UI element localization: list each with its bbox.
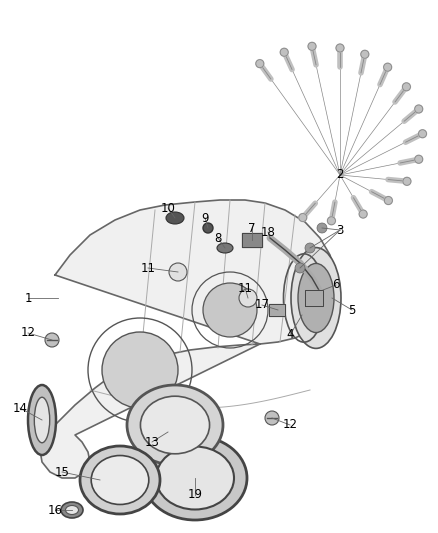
Circle shape [169,263,187,281]
Text: 13: 13 [145,435,159,448]
Ellipse shape [80,446,160,514]
Bar [269,304,285,316]
Text: 11: 11 [141,262,155,274]
Ellipse shape [66,505,78,514]
Circle shape [203,283,257,337]
Circle shape [239,289,257,307]
Circle shape [295,263,305,273]
Circle shape [45,333,59,347]
Ellipse shape [217,243,233,253]
Text: 3: 3 [336,223,344,237]
Ellipse shape [291,248,341,349]
Bar [305,290,323,306]
Text: 12: 12 [21,327,35,340]
Ellipse shape [127,385,223,465]
Ellipse shape [28,385,56,455]
Bar [242,233,262,247]
Circle shape [419,130,427,138]
Ellipse shape [298,263,334,333]
Circle shape [415,155,423,163]
Circle shape [317,223,327,233]
Text: 1: 1 [24,292,32,304]
Circle shape [415,105,423,113]
Circle shape [265,411,279,425]
Circle shape [299,214,307,222]
Circle shape [361,50,369,58]
Ellipse shape [166,212,184,224]
Circle shape [256,60,264,68]
Circle shape [308,42,316,50]
Circle shape [203,223,213,233]
Text: 14: 14 [13,401,28,415]
Polygon shape [40,200,335,478]
Ellipse shape [141,396,209,454]
Text: 15: 15 [55,465,70,479]
Text: 8: 8 [214,231,222,245]
Circle shape [403,177,411,185]
Circle shape [403,83,410,91]
Text: 7: 7 [248,222,256,235]
Text: 10: 10 [161,201,176,214]
Text: 16: 16 [47,504,63,516]
Circle shape [384,63,392,71]
Text: 9: 9 [201,212,209,224]
Text: 5: 5 [348,303,356,317]
Text: 2: 2 [336,168,344,182]
Circle shape [359,210,367,218]
Text: 17: 17 [254,298,269,311]
Circle shape [102,332,178,408]
Text: 11: 11 [237,281,252,295]
Ellipse shape [61,502,83,518]
Circle shape [336,44,344,52]
Text: 18: 18 [261,225,276,238]
Circle shape [385,197,392,205]
Text: 6: 6 [332,279,340,292]
Circle shape [305,243,315,253]
Ellipse shape [156,447,234,510]
Text: 19: 19 [187,489,202,502]
Circle shape [280,49,288,56]
Ellipse shape [34,397,49,443]
Ellipse shape [143,436,247,520]
Text: 12: 12 [283,418,297,432]
Circle shape [328,217,336,225]
Text: 4: 4 [286,328,294,342]
Ellipse shape [91,456,149,504]
